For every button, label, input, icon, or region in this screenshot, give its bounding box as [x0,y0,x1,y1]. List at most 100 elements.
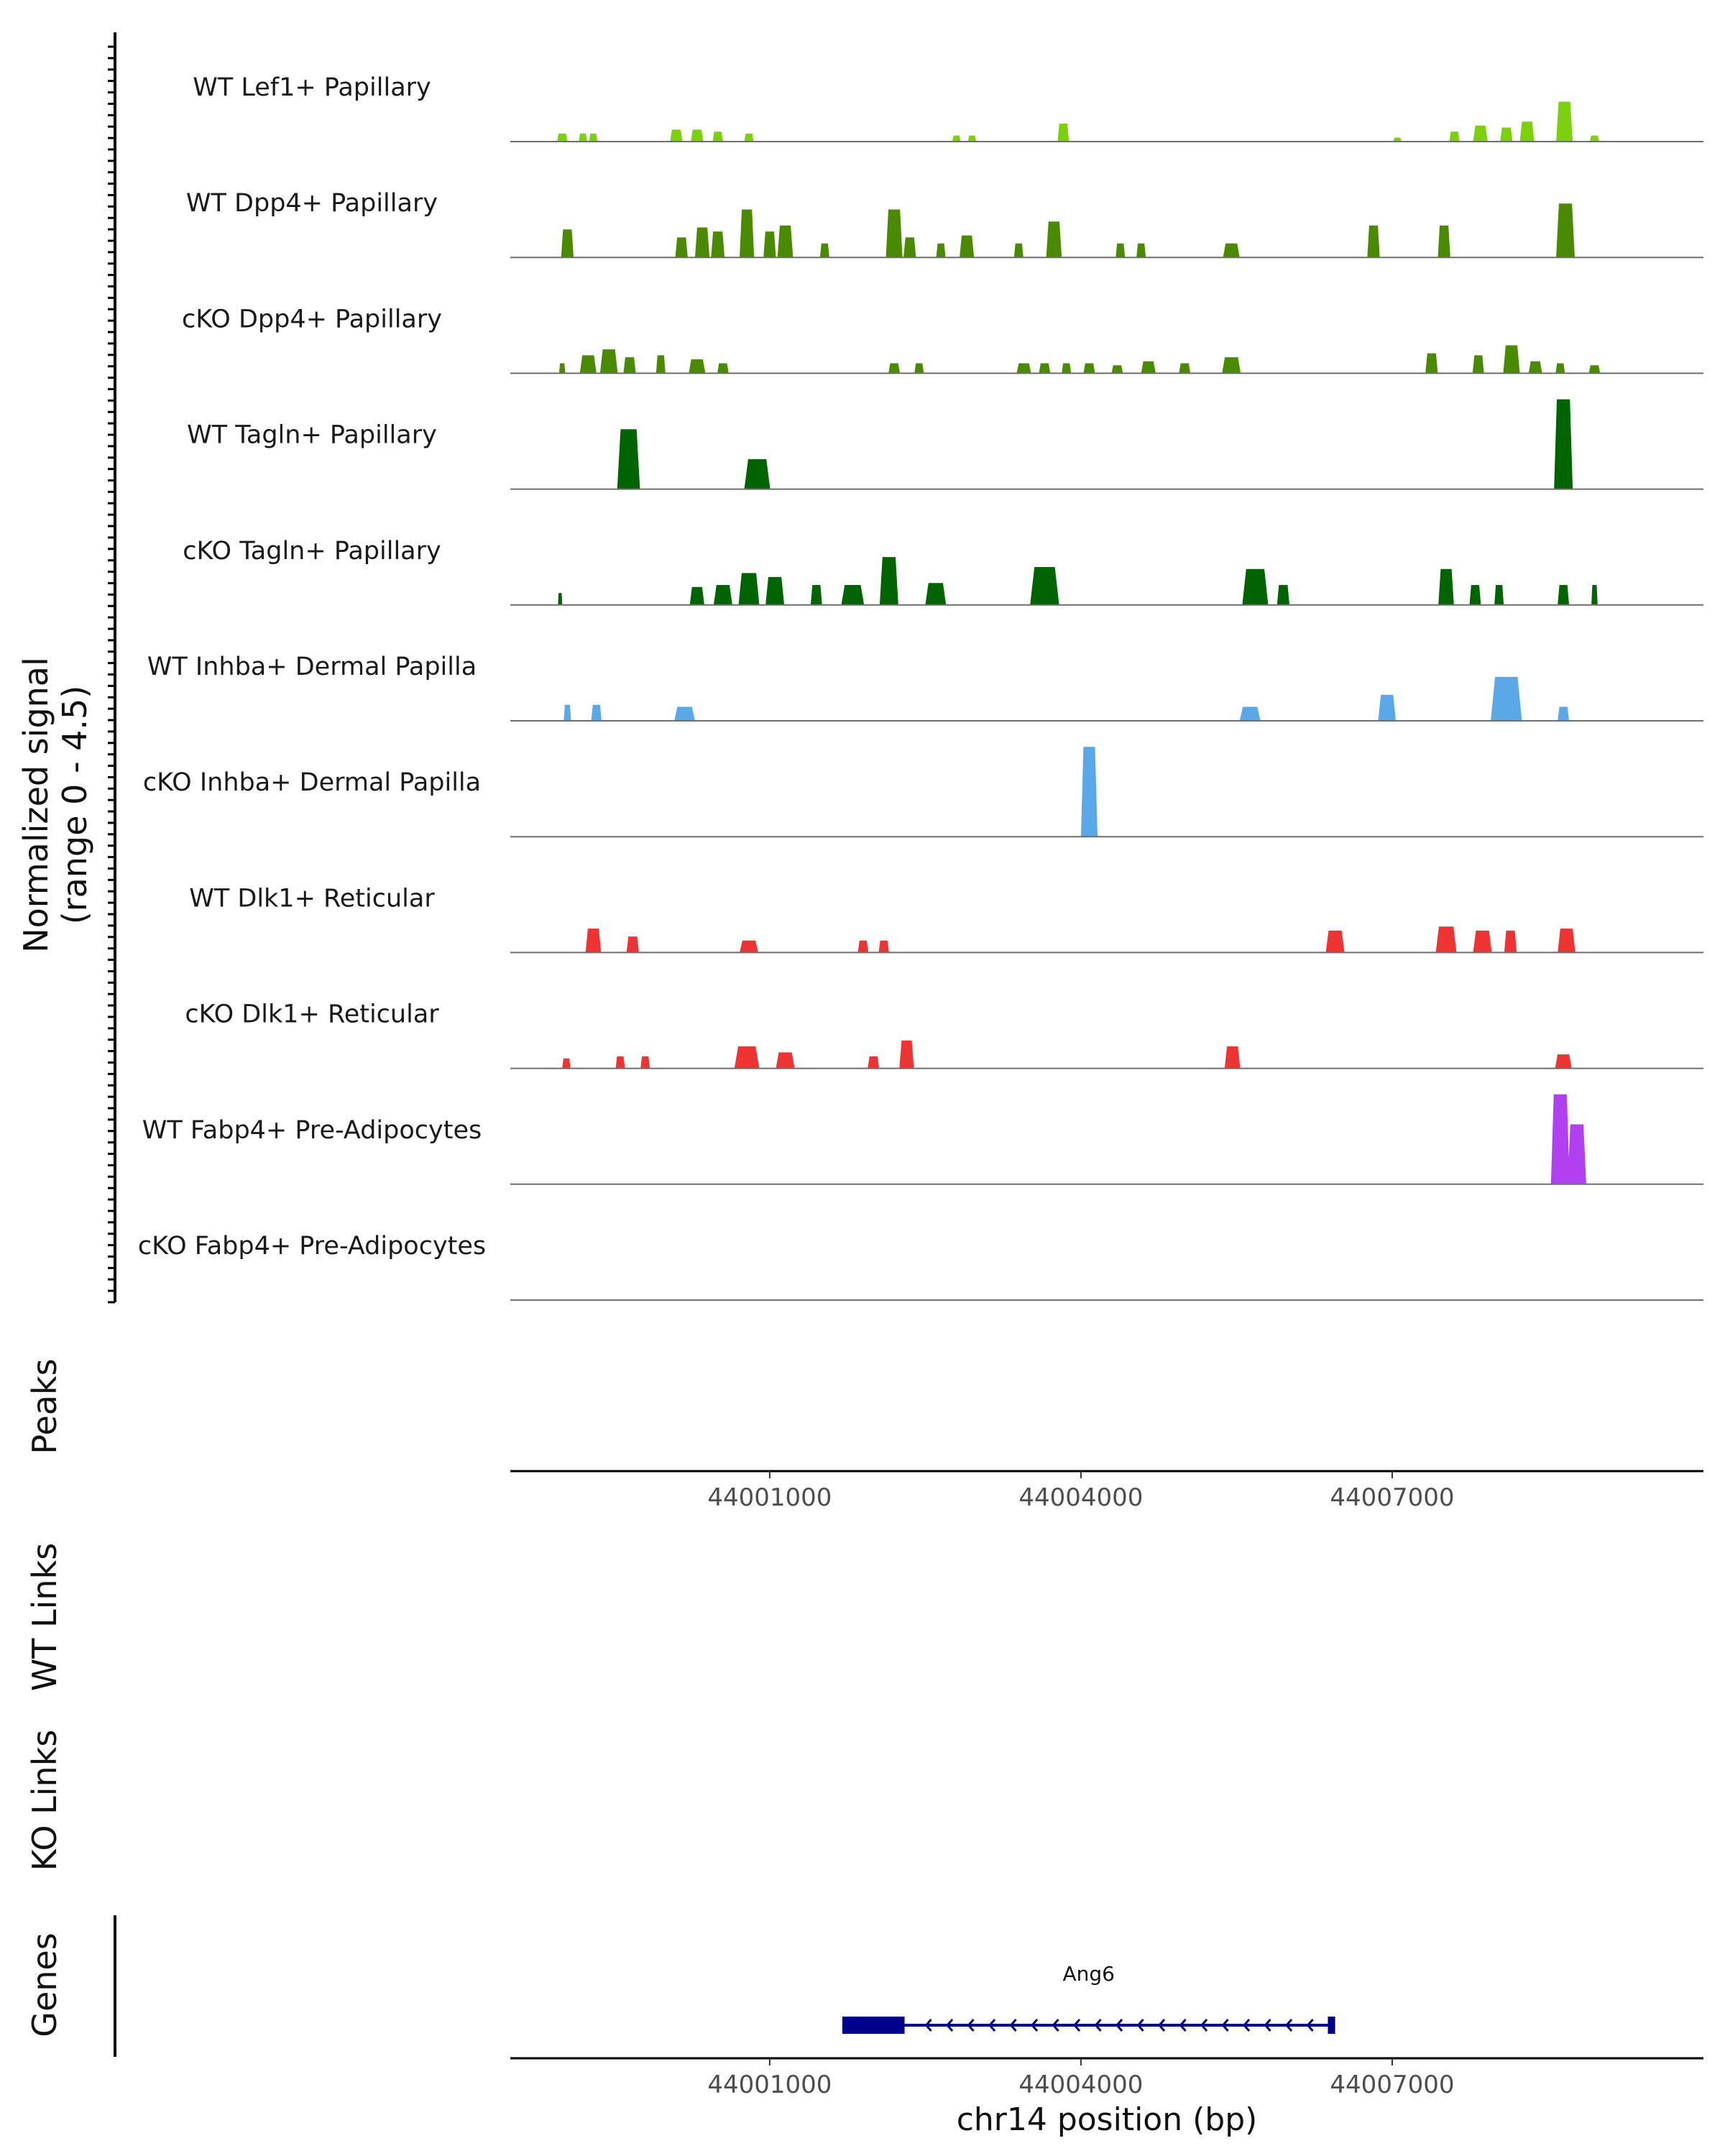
strand-arrow [946,2019,954,2032]
coverage-peak [1223,243,1240,258]
coverage-peak [1473,125,1488,142]
coverage-peak [1239,706,1261,721]
strand-arrow [1052,2019,1059,2032]
strand-arrow [1243,2019,1251,2032]
x-tick-label: 44007000 [1330,1483,1454,1512]
track-label: cKO Dlk1+ Reticular [185,1000,439,1029]
coverage-peak [1555,363,1565,374]
coverage-peak [1558,929,1576,953]
x-tick-label: 44007000 [1330,2070,1454,2099]
coverage-peak [579,355,597,374]
coverage-peak [674,706,695,721]
strand-arrow [1179,2019,1187,2032]
coverage-peak [1469,585,1481,605]
coverage-peak [1083,363,1095,374]
coverage-peak [711,231,725,258]
coverage-peak [734,1046,760,1069]
coverage-peak [1141,361,1156,374]
coverage-peak [689,359,706,374]
coverage-peak [967,135,977,142]
coverage-peak [903,237,916,258]
coverage-peak [691,129,704,142]
coverage-peak [936,243,946,258]
coverage-peak [712,132,723,142]
coverage-peak [1555,1054,1572,1069]
coverage-peak [888,363,901,374]
coverage-peak [841,585,865,605]
coverage-peak [1046,221,1062,258]
track-10: cKO Fabp4+ Pre-Adipocytes [138,1232,1703,1301]
coverage-peak [623,357,636,374]
coverage-peak [1449,132,1460,142]
strand-arrow [1306,2019,1314,2032]
coverage-peak [744,459,770,489]
coverage-peak [558,593,563,605]
coverage-peak [1111,365,1123,374]
track-label: cKO Tagln+ Papillary [183,537,441,566]
strand-arrow [1158,2019,1166,2032]
gene-label-ang6: Ang6 [1062,1962,1115,1986]
coverage-peak [670,129,683,142]
coverage-peak [694,227,710,258]
coverage-peak [744,133,754,142]
coverage-peak [1591,585,1598,605]
coverage-peak [562,1058,571,1069]
track-7: WT Dlk1+ Reticular [189,884,1703,954]
coverage-peak [810,585,822,605]
strand-arrow [1031,2019,1039,2032]
coverage-peak [879,557,898,605]
strand-arrow [988,2019,996,2032]
coverage-peak [1016,363,1031,374]
track-2: cKO Dpp4+ Papillary [182,305,1703,374]
coverage-peak [1589,135,1599,142]
coverage-peak [1039,363,1051,374]
coverage-peak [1558,706,1570,721]
coverage-peak [626,936,639,953]
coverage-peak [1080,747,1098,837]
coverage-peak [1062,363,1072,374]
coverage-peak [599,349,618,374]
coverage-peak [1325,930,1345,953]
track-label: cKO Inhba+ Dermal Papilla [143,768,481,797]
coverage-peak [1057,124,1070,142]
coverage-peak [556,133,568,142]
coverage-peak [1500,127,1513,142]
coverage-peak [776,1052,795,1069]
coverage-peak [1473,930,1492,953]
coverage-peak [1136,243,1146,258]
coverage-peak [1367,225,1380,258]
coverage-peak [579,133,587,142]
wt-links-panel-title: WT Links [25,1543,64,1691]
coverage-peak [914,363,924,374]
coverage-peak [952,135,961,142]
coverage-peak [819,243,829,258]
coverage-peak [740,209,755,258]
coverage-peak [765,576,785,605]
strand-arrow [1285,2019,1293,2032]
coverage-peak [738,573,760,605]
genes-x-axis-ticks: 44001000 44004000 44007000 [707,2058,1454,2099]
coverage-peak [763,231,776,258]
coverage-peak [878,940,889,953]
coverage-peak [960,235,975,258]
track-label: cKO Dpp4+ Papillary [182,305,442,333]
coverage-peak [1222,357,1241,374]
coverage-peak [1438,568,1454,605]
coverage-peak [1116,243,1126,258]
gene-model [842,2017,1335,2034]
coverage-tracks: WT Lef1+ Papillary WT Dpp4+ Papillary cKO … [138,73,1703,1301]
strand-arrow [1136,2019,1144,2032]
gene-exon [842,2017,868,2034]
coverage-peak [1494,585,1504,605]
track-8: cKO Dlk1+ Reticular [185,1000,1703,1069]
strand-arrow [1009,2019,1017,2032]
strand-arrow [967,2019,975,2032]
coverage-peak [1224,1046,1241,1069]
coverage-peak [1438,225,1450,258]
coverage-peak [1503,345,1520,374]
track-1: WT Dpp4+ Papillary [186,189,1703,259]
strand-arrow [1116,2019,1123,2032]
track-4: cKO Tagln+ Papillary [183,537,1703,606]
coverage-peak [899,1040,914,1069]
